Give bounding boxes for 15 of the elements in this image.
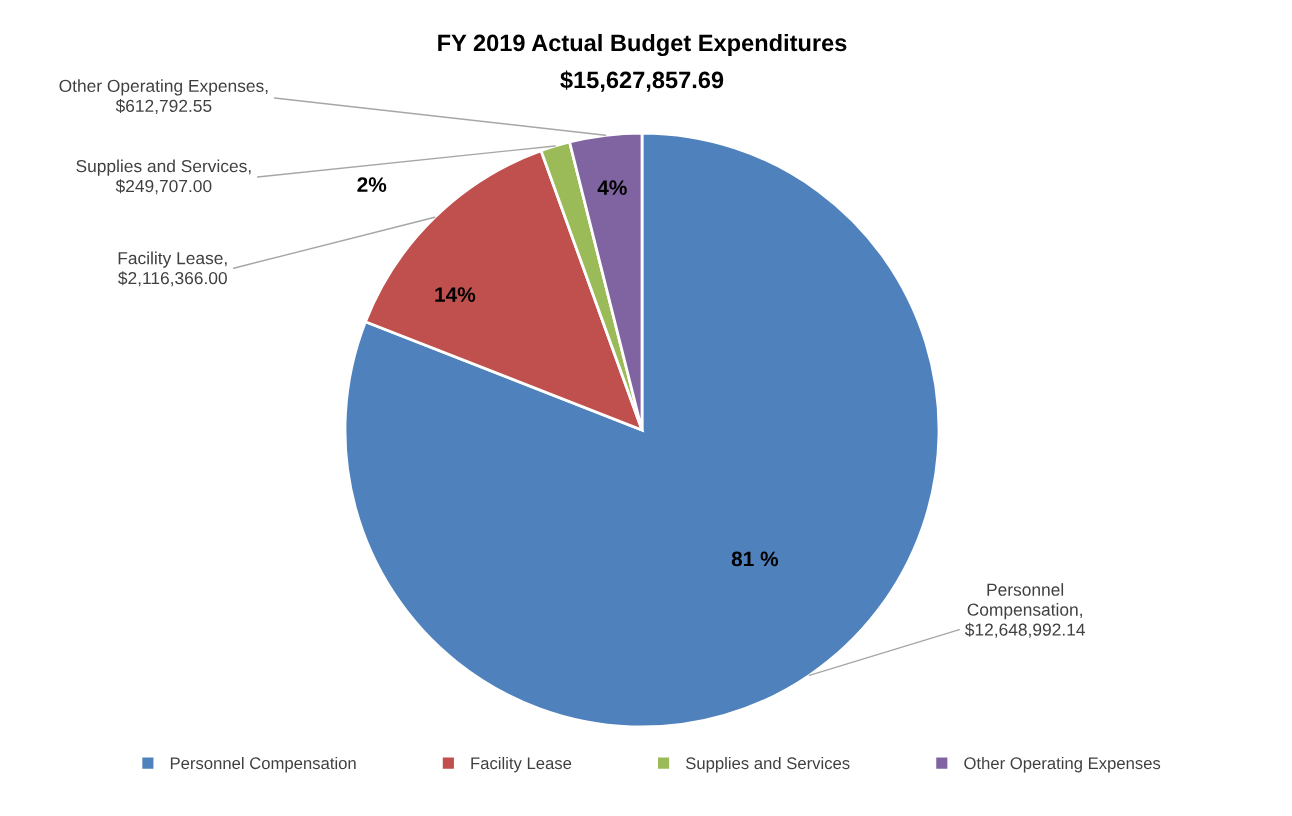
legend-label: Personnel Compensation: [170, 756, 356, 773]
pie-slice: [343, 131, 941, 729]
text: 81 %: [731, 551, 779, 567]
text: 2%: [357, 177, 387, 193]
text: 14%: [435, 287, 476, 302]
legend-label: Other Operating Expenses: [964, 756, 1161, 773]
text: 4%: [597, 180, 627, 195]
data-label: Other Operating Expenses, $612,792.55: [59, 79, 268, 115]
data-label: Supplies and Services, $249,707.00: [76, 159, 251, 195]
chart-subtitle: $15,627,857.69: [560, 70, 724, 92]
chart-title: FY 2019 Actual Budget Expenditures: [438, 33, 847, 57]
legend-label: Supplies and Services: [686, 756, 850, 773]
data-label: Facility Lease, $2,116,366.00: [118, 251, 227, 287]
data-label: Personnel Compensation, $12,648,992.14: [964, 583, 1085, 638]
legend-label: Facility Lease: [471, 756, 572, 773]
